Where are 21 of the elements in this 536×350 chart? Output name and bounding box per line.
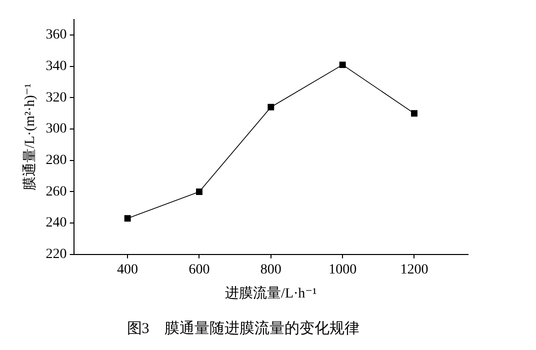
y-tick-label: 360: [46, 28, 67, 43]
point: [196, 188, 202, 195]
y-tick-label: 340: [46, 59, 67, 74]
text: 图3 膜通量随进膜流量的变化规律: [126, 320, 360, 337]
point: [268, 104, 274, 110]
y-tick-label: 300: [46, 122, 67, 137]
x-tick-label: 600: [188, 262, 210, 278]
point: [124, 215, 131, 222]
point: [339, 62, 346, 68]
point: [411, 110, 418, 117]
y-tick-label: 240: [46, 216, 67, 231]
y-tick-label: 220: [46, 247, 67, 262]
x-tick-label: 800: [260, 262, 282, 278]
y-tick-label: 320: [46, 90, 67, 106]
x-tick-label: 1000: [328, 262, 357, 278]
x-tick-label: 1200: [400, 262, 428, 278]
x-axis-title: 进膜流量/L·h⁻¹: [225, 285, 317, 302]
y-tick-label: 280: [46, 153, 67, 168]
x-tick-label: 400: [117, 262, 138, 278]
y-axis-title: 膜通量/L·(m²·h)⁻¹: [22, 84, 38, 190]
y-tick-label: 260: [46, 184, 67, 200]
